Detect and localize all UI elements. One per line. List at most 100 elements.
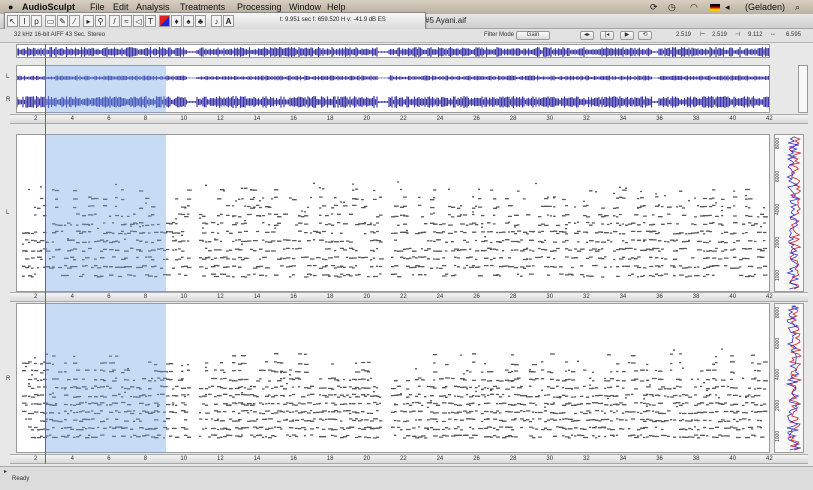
waveform-scrollbar[interactable] [798,65,808,113]
selection-region-right[interactable] [45,303,167,453]
playback-cursor[interactable] [45,44,47,464]
text-cursor-tool-icon[interactable]: I [19,15,30,27]
pencil-tool-icon[interactable]: / [109,15,120,27]
ruler-tick-40: 40 [729,116,737,122]
ruler-tick-36: 36 [656,456,663,462]
annotation-tool-icon[interactable]: A [223,15,234,27]
channel-right-label: R [6,97,11,103]
status-text: Ready [12,476,30,482]
freq-label: 8000 [775,307,781,318]
sel-start-icon: ⊢ [700,32,706,38]
time-readout-c: 9.112 [748,32,763,38]
ruler-tick-32: 32 [583,116,590,122]
time-ruler-top[interactable]: 2 4 6 8 10 12 14 16 18 20 22 24 26 28 30 32 34 36 38 40 42 [10,114,808,124]
marker-tool-icon[interactable]: T [145,15,156,27]
spectrogram-right-label: R [6,376,11,382]
ruler-tick-20: 20 [363,294,371,300]
ruler-tick-28: 28 [509,456,517,462]
time-ruler-middle[interactable]: 2 4 6 8 10 12 14 16 18 20 22 24 26 28 30 32 34 36 38 40 42 [10,292,808,302]
ruler-tick-22: 22 [400,456,407,462]
sel-length-icon: ↔ [770,31,776,37]
brush-select-tool-icon[interactable]: ✎ [57,15,68,27]
rewind-button[interactable]: |◂ [600,31,614,40]
spectrum-side-left[interactable]: 8000 6000 4000 2000 1000 [774,134,804,292]
ruler-tick-24: 24 [436,116,444,122]
loop-button[interactable]: ◂▸ [580,31,594,40]
filter-mode-select[interactable]: Gain [516,31,550,40]
time-ruler-bottom[interactable]: 2 4 6 8 10 12 14 16 18 20 22 24 26 28 30 32 34 36 38 40 42 [10,454,808,464]
menu-help[interactable]: Help [327,2,346,12]
ruler-tick-36: 36 [656,116,663,122]
ruler-tick-10: 10 [180,456,188,462]
arrow-tool-icon[interactable]: ↖ [7,15,18,27]
flag-icon[interactable] [710,4,720,11]
spectrogram-partials [22,348,768,439]
ruler-tick-8: 8 [143,456,148,462]
menu-file[interactable]: File [90,2,105,12]
spotlight-icon[interactable]: ⌕ [795,2,801,12]
partial-tool-icon[interactable]: ♠ [183,15,194,27]
freq-label: 2000 [775,237,781,248]
volume-icon[interactable]: ◂ [725,2,730,12]
wifi-icon[interactable]: ◠ [690,2,698,12]
ruler-tick-32: 32 [583,456,590,462]
menu-analysis[interactable]: Analysis [136,2,170,12]
ruler-tick-30: 30 [546,294,554,300]
filter-tool-icon[interactable]: ≈ [121,15,132,27]
ruler-tick-2: 2 [34,294,38,300]
time-readout-a: 2.519 [676,32,692,38]
menu-processing[interactable]: Processing [237,2,282,12]
loop-play-button[interactable]: ⟲ [638,31,652,40]
bottle-tool-icon[interactable]: ♦ [171,15,182,27]
color-tool-icon[interactable] [159,15,170,27]
sync-icon[interactable]: ⟳ [650,2,658,12]
selection-region-left[interactable] [45,134,167,292]
window-title: #5 Ayani.aif [425,16,467,25]
lasso-tool-icon[interactable]: ρ [31,15,42,27]
spectrogram-left[interactable] [16,134,770,292]
rect-select-tool-icon[interactable]: ▭ [45,15,56,27]
disclosure-icon[interactable]: ▸ [4,469,8,475]
spectrum-side-right[interactable]: 8000 6000 4000 2000 1000 [774,303,804,453]
spectrogram-left-svg [22,181,768,278]
ruler-tick-34: 34 [619,116,627,122]
menu-bar: ● AudioSculpt File Edit Analysis Treatme… [0,0,813,14]
menu-status: (Geladen) [745,2,786,12]
play-cursor-tool-icon[interactable]: ▸ [83,15,94,27]
play-button[interactable]: ▶ [620,31,634,40]
ruler-tick-24: 24 [436,456,444,462]
spectrogram-partials [22,181,768,278]
ruler-tick-4: 4 [70,294,74,300]
time-readout-d: 6.595 [786,32,802,38]
magic-wand-tool-icon[interactable]: ⁄ [69,15,80,27]
ruler-tick-14: 14 [253,116,261,122]
overview-waveform-svg [16,47,770,57]
spectrum-side-left-svg: 8000 6000 4000 2000 1000 [775,136,802,290]
ruler-tick-20: 20 [363,456,371,462]
ruler-tick-8: 8 [143,294,148,300]
selection-region-waveform[interactable] [45,65,167,113]
zoom-tool-icon[interactable]: ⚲ [95,15,106,27]
ruler-tick-22: 22 [400,294,407,300]
clock-icon[interactable]: ◷ [668,2,676,12]
apple-menu-icon[interactable]: ● [8,2,14,12]
menu-treatments[interactable]: Treatments [180,2,226,12]
filter-mode-label: Filter Mode [484,32,515,38]
ruler-tick-36: 36 [656,294,663,300]
waveform-panel[interactable] [16,65,770,113]
ruler-tick-6: 6 [107,116,111,122]
menu-app-name[interactable]: AudioSculpt [22,2,75,12]
channel-left-label: L [6,74,10,80]
menu-edit[interactable]: Edit [113,2,129,12]
menu-window[interactable]: Window [289,2,322,12]
chord-tool-icon[interactable]: ♣ [195,15,206,27]
ruler-tick-12: 12 [217,116,224,122]
note-tool-icon[interactable]: ♪ [211,15,222,27]
overview-waveform[interactable] [16,44,770,58]
gain-tool-icon[interactable]: ◁ [133,15,144,27]
ruler-tick-28: 28 [509,294,517,300]
ruler-tick-16: 16 [290,456,297,462]
ruler-tick-6: 6 [107,456,111,462]
ruler-tick-24: 24 [436,294,444,300]
spectrogram-right[interactable] [16,303,770,453]
